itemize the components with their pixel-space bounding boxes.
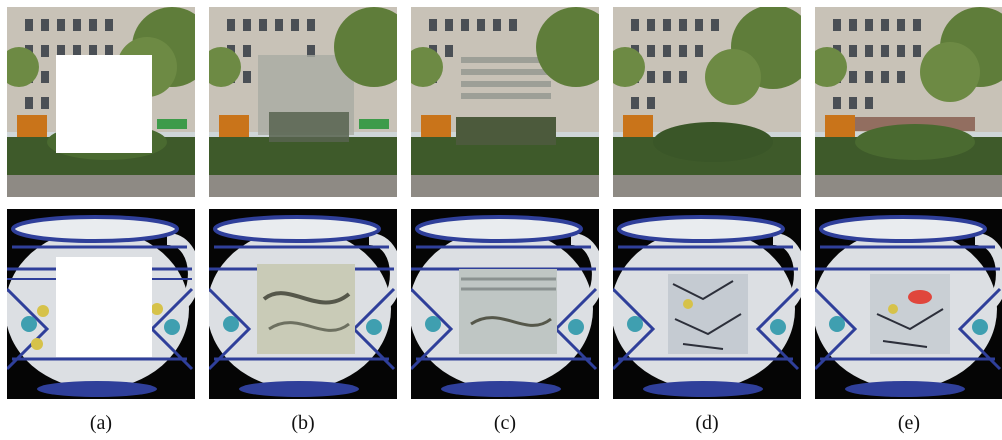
jug-panel-e (815, 209, 1002, 399)
caption-e: (e) (897, 412, 921, 434)
street-image (411, 7, 599, 197)
jug-panel-d (613, 209, 801, 399)
caption-d: (d) (695, 412, 719, 434)
caption-c: (c) (493, 412, 517, 434)
street-panel-e (815, 7, 1002, 197)
jug-image (209, 209, 397, 399)
street-image (209, 7, 397, 197)
street-image (613, 7, 801, 197)
mask-region (56, 257, 152, 357)
street-panel-b (209, 7, 397, 197)
mask-region (56, 55, 152, 153)
street-panel-a (7, 7, 195, 197)
jug-image (613, 209, 801, 399)
jug-image (411, 209, 599, 399)
jug-panel-a (7, 209, 195, 399)
caption-a: (a) (89, 412, 113, 434)
street-panel-c (411, 7, 599, 197)
street-panel-d (613, 7, 801, 197)
street-image (815, 7, 1002, 197)
jug-image (815, 209, 1002, 399)
jug-panel-b (209, 209, 397, 399)
jug-panel-c (411, 209, 599, 399)
caption-b: (b) (291, 412, 315, 434)
